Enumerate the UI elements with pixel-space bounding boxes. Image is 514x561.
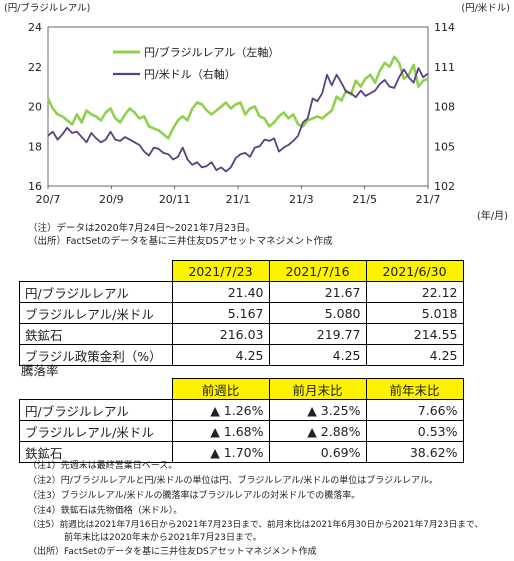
row-label: ブラジルレアル/米ドル: [19, 302, 173, 324]
row-label: 鉄鉱石: [19, 323, 173, 345]
row-label: 鉄鉱石: [19, 441, 173, 463]
table-corner: [19, 378, 172, 400]
y-left-tick-label: 18: [28, 140, 42, 153]
table-cell: ▲ 1.68%: [171, 420, 270, 442]
table-row: ブラジル政策金利（%） 4.25 4.25 4.25: [19, 344, 464, 366]
footnote: （注4）鉄鉱石は先物価格（米ドル）。: [28, 506, 183, 516]
x-tick-label: 21/7: [416, 193, 441, 206]
table-cell: 0.53%: [365, 420, 464, 442]
y-right-tick-label: 105: [434, 140, 455, 153]
table-cell: 5.018: [365, 302, 464, 324]
legend-label-usd-yen: 円/米ドル（右軸）: [144, 67, 236, 81]
row-label: ブラジルレアル/米ドル: [19, 420, 173, 442]
table-cell: 21.67: [268, 281, 367, 303]
usd-yen-line: [47, 67, 429, 173]
column-header: 前月末比: [268, 378, 367, 400]
table-cell: 21.40: [171, 281, 270, 303]
table-cell: 22.12: [365, 281, 464, 303]
column-header: 前週比: [171, 378, 270, 400]
table-row: ブラジルレアル/米ドル ▲ 1.68% ▲ 2.88% 0.53%: [19, 420, 464, 442]
x-axis-title: (年/月): [477, 209, 508, 222]
x-tick-label: 20/11: [159, 193, 191, 206]
y-right-tick-label: 111: [434, 61, 455, 74]
table-cell: 4.25: [268, 344, 367, 366]
y-left-axis-title: (円/ブラジルレアル): [4, 2, 90, 14]
table-cell: 216.03: [171, 323, 270, 345]
table-cell: 4.25: [365, 344, 464, 366]
footnote: 前年末比は2020年末から2021年7月23日まで。: [28, 533, 262, 543]
y-left-tick-label: 22: [28, 61, 42, 74]
table-row: 鉄鉱石 ▲ 1.70% 0.69% 38.62%: [19, 441, 464, 463]
chart-note: （注）データは2020年7月24日～2021年7月23日。: [28, 223, 256, 234]
y-right-tick-label: 114: [434, 21, 455, 34]
table-cell: ▲ 3.25%: [268, 399, 367, 421]
table-row: 鉄鉱石 216.03 219.77 214.55: [19, 323, 464, 345]
footnote: （注5）前週比は2021年7月16日から2021年7月23日まで、前月末比は20…: [28, 520, 483, 530]
table-row: 円/ブラジルレアル ▲ 1.26% ▲ 3.25% 7.66%: [19, 399, 464, 421]
table-cell: 219.77: [268, 323, 367, 345]
table-corner: [19, 260, 172, 282]
table-cell: 4.25: [171, 344, 270, 366]
column-header: 2021/6/30: [365, 260, 464, 282]
table-header-row: 2021/7/23 2021/7/16 2021/6/30: [19, 260, 464, 282]
y-right-tick-label: 108: [434, 101, 455, 114]
footnote: （注1）先週末は最終営業日ベース。: [28, 461, 178, 471]
table-row: ブラジルレアル/米ドル 5.167 5.080 5.018: [19, 302, 464, 324]
y-left-tick-label: 24: [28, 21, 42, 34]
table-cell: ▲ 1.26%: [171, 399, 270, 421]
footnote: （注2）円/ブラジルレアルと円/米ドルの単位は円、ブラジルレアル/米ドルの単位は…: [28, 476, 439, 486]
table-cell: 38.62%: [365, 441, 464, 463]
brl-yen-line: [46, 55, 429, 140]
column-header: 2021/7/16: [268, 260, 367, 282]
table-cell: 5.167: [171, 302, 270, 324]
footnote: （出所）FactSetのデータを基に三井住友DSアセットマネジメント作成: [28, 547, 317, 557]
y-left-tick-label: 16: [28, 180, 42, 193]
table-cell: ▲ 2.88%: [268, 420, 367, 442]
table-cell: ▲ 1.70%: [171, 441, 270, 463]
column-header: 2021/7/23: [171, 260, 270, 282]
change-rate-table: 前週比 前月末比 前年末比 円/ブラジルレアル ▲ 1.26% ▲ 3.25% …: [19, 378, 464, 463]
legend-label-brl-yen: 円/ブラジルレアル（左軸）: [144, 45, 279, 59]
table-cell: 7.66%: [365, 399, 464, 421]
line-chart: 24 22 20 18 16 114 111 108 105 102 20/7 20/9 20/11 21…: [4, 2, 510, 222]
y-right-axis-title: (円/米ドル): [461, 2, 510, 14]
table-cell: 0.69%: [268, 441, 367, 463]
row-label: 円/ブラジルレアル: [19, 399, 173, 421]
footnote: （注3）ブラジルレアル/米ドルの騰落率はブラジルレアルの対米ドルでの騰落率。: [28, 491, 361, 501]
row-label: 円/ブラジルレアル: [19, 281, 173, 303]
x-tick-label: 20/7: [36, 193, 61, 206]
change-rate-title: 騰落率: [21, 363, 59, 378]
chart-source: （出所）FactSetのデータを基に三井住友DSアセットマネジメント作成: [28, 236, 333, 247]
x-tick-label: 21/3: [289, 193, 314, 206]
x-tick-label: 21/5: [352, 193, 377, 206]
row-label: ブラジル政策金利（%）: [19, 344, 173, 366]
table-cell: 214.55: [365, 323, 464, 345]
column-header: 前年末比: [365, 378, 464, 400]
y-left-tick-label: 20: [28, 101, 42, 114]
summary-table: 2021/7/23 2021/7/16 2021/6/30 円/ブラジルレアル …: [19, 260, 464, 366]
table-header-row: 前週比 前月末比 前年末比: [19, 378, 464, 400]
table-cell: 5.080: [268, 302, 367, 324]
y-right-tick-label: 102: [434, 180, 455, 193]
x-tick-label: 20/9: [99, 193, 124, 206]
x-tick-label: 21/1: [226, 193, 251, 206]
table-row: 円/ブラジルレアル 21.40 21.67 22.12: [19, 281, 464, 303]
